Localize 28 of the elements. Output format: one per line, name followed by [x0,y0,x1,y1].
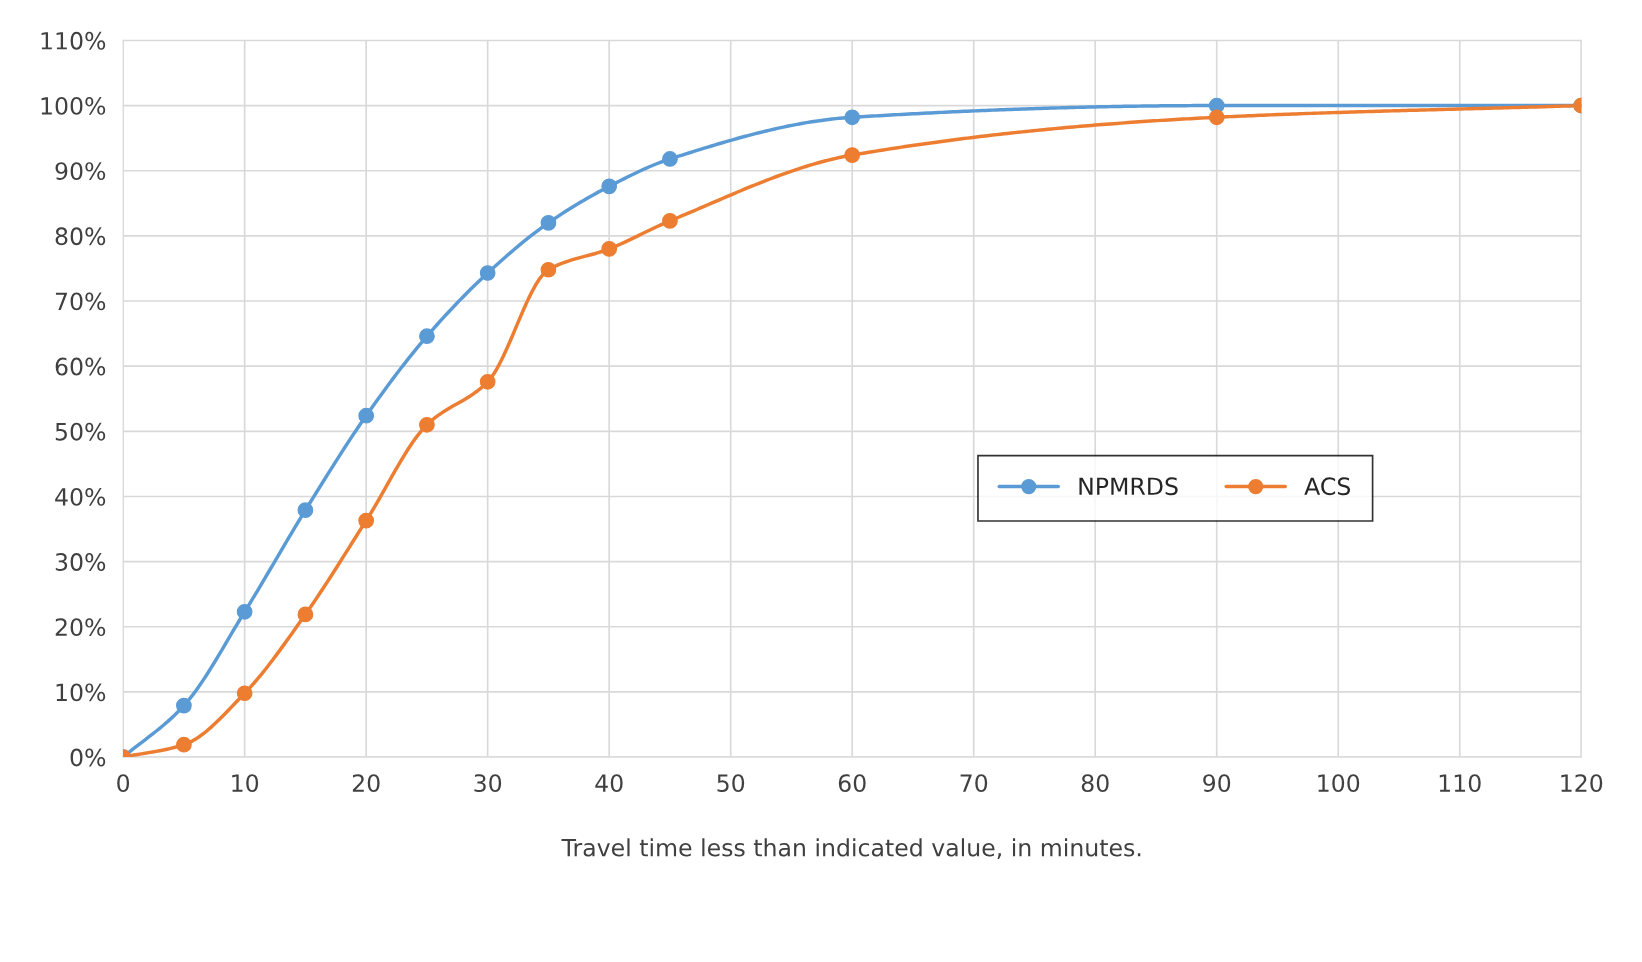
y-tick-label: 10% [56,683,106,702]
x-tick-label: 60 [838,774,866,793]
x-tick-label: 120 [1561,774,1603,793]
x-axis-title: Travel time less than indicated value, in minutes. [561,838,1141,859]
legend-label: NPMRDS [1079,477,1178,496]
y-tick-label: 30% [55,553,106,571]
x-tick-label: 0 [117,774,130,793]
x-tick-label: 50 [717,774,745,793]
legend-label: ACS [1304,477,1351,496]
y-tick-label: 50% [55,422,106,441]
x-tick-label: 10 [232,774,259,793]
x-tick-label: 80 [1081,774,1109,793]
y-tick-label: 70% [55,292,106,311]
y-tick-label: 20% [55,618,106,637]
x-tick-label: 30 [474,774,502,793]
x-tick-label: 40 [595,774,623,793]
x-tick-label: 20 [352,774,380,793]
y-tick-label: 80% [55,227,106,246]
y-tick-label: 60% [55,357,106,376]
y-tick-label: 40% [55,487,106,506]
x-tick-label: 110 [1439,774,1481,793]
y-tick-label: 90% [55,162,106,181]
x-tick-label: 70 [960,774,988,793]
y-tick-label: 110% [41,31,106,50]
x-tick-label: 90 [1203,774,1231,793]
x-tick-label: 100 [1318,774,1360,793]
y-tick-label: 0% [70,748,106,767]
y-tick-label: 100% [41,97,106,115]
